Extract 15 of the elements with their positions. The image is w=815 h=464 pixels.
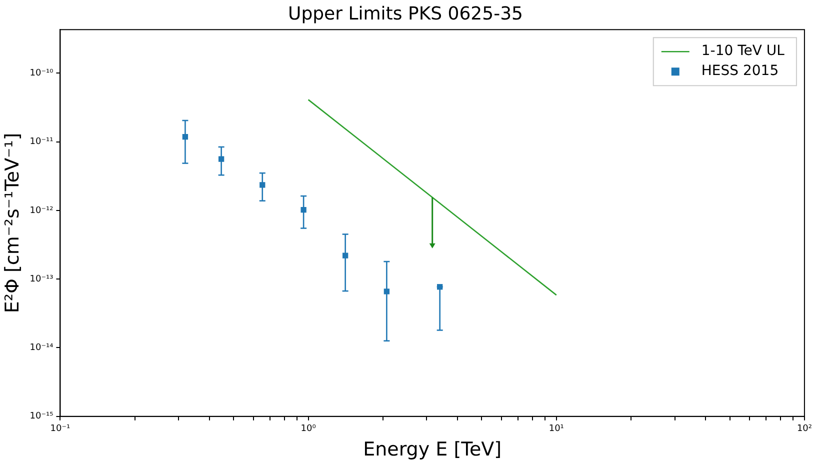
y-tick-label: 10⁻¹² [30,206,54,216]
y-tick-label: 10⁻¹⁵ [30,412,54,422]
x-tick-label: 10¹ [548,424,564,434]
y-tick-label: 10⁻¹⁴ [30,343,54,354]
y-tick-label: 10⁻¹³ [30,274,54,284]
x-tick-label: 10² [796,424,812,434]
x-axis-title: Energy E [TeV] [363,438,502,461]
y-tick-label: 10⁻¹¹ [30,137,54,148]
chart-title: Upper Limits PKS 0625-35 [288,3,523,24]
x-tick-label: 10⁰ [300,424,316,434]
legend-label: HESS 2015 [701,63,779,80]
y-axis-title: E²Φ [cm⁻²s⁻¹TeV⁻¹] [1,132,24,314]
x-tick-label: 10⁻¹ [50,424,71,434]
legend-label: 1-10 TeV UL [701,43,785,60]
y-tick-label: 10⁻¹⁰ [30,68,54,78]
